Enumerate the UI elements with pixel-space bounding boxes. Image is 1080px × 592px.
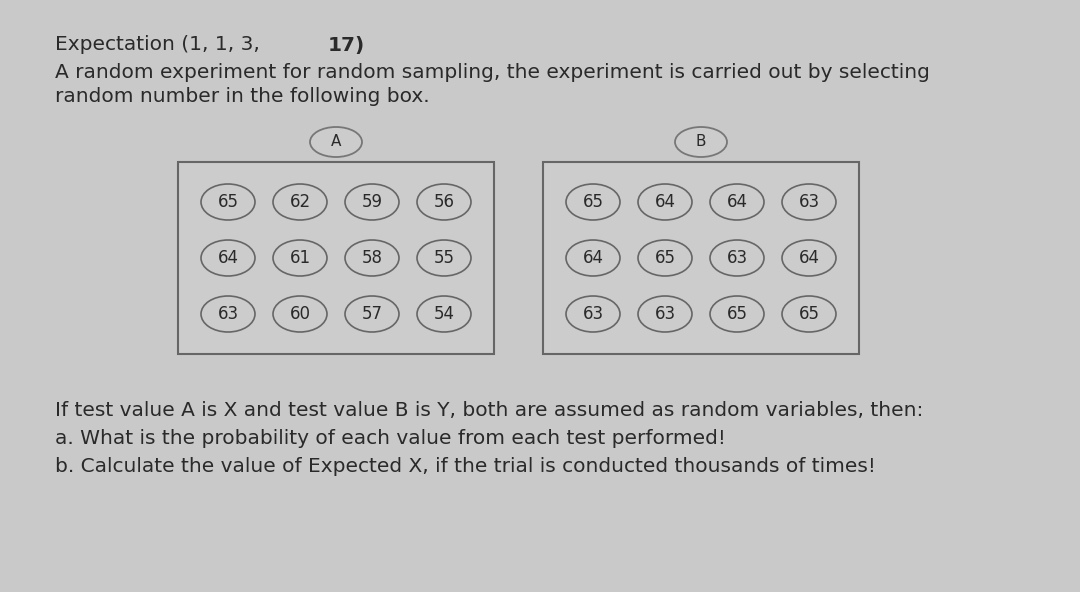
Ellipse shape [345,184,399,220]
Text: 58: 58 [362,249,382,267]
Text: 64: 64 [727,193,747,211]
Ellipse shape [273,184,327,220]
Text: 64: 64 [582,249,604,267]
Ellipse shape [710,240,764,276]
Text: 63: 63 [582,305,604,323]
Text: 64: 64 [654,193,675,211]
Text: 63: 63 [727,249,747,267]
Text: B: B [696,134,706,150]
Ellipse shape [201,240,255,276]
Ellipse shape [566,184,620,220]
Text: b. Calculate the value of Expected X, if the trial is conducted thousands of tim: b. Calculate the value of Expected X, if… [55,456,876,475]
Text: If test value A is X and test value B is Y, both are assumed as random variables: If test value A is X and test value B is… [55,401,923,420]
Text: 54: 54 [433,305,455,323]
Text: 61: 61 [289,249,311,267]
Text: 65: 65 [582,193,604,211]
FancyBboxPatch shape [543,162,859,354]
Text: 64: 64 [217,249,239,267]
Ellipse shape [201,296,255,332]
Text: 59: 59 [362,193,382,211]
Ellipse shape [566,296,620,332]
Text: Expectation (1, 1, 3,: Expectation (1, 1, 3, [55,36,267,54]
Text: 63: 63 [217,305,239,323]
Ellipse shape [782,184,836,220]
Text: 62: 62 [289,193,311,211]
Text: A random experiment for random sampling, the experiment is carried out by select: A random experiment for random sampling,… [55,63,930,82]
Text: 56: 56 [433,193,455,211]
Text: 64: 64 [798,249,820,267]
Ellipse shape [345,240,399,276]
Ellipse shape [782,296,836,332]
FancyBboxPatch shape [178,162,494,354]
Text: 65: 65 [654,249,675,267]
Ellipse shape [201,184,255,220]
Text: random number in the following box.: random number in the following box. [55,88,430,107]
Ellipse shape [638,296,692,332]
Ellipse shape [417,240,471,276]
Text: 65: 65 [727,305,747,323]
Text: 55: 55 [433,249,455,267]
Text: A: A [330,134,341,150]
Ellipse shape [638,184,692,220]
Ellipse shape [782,240,836,276]
Ellipse shape [273,296,327,332]
Text: 63: 63 [798,193,820,211]
Text: 65: 65 [798,305,820,323]
Ellipse shape [345,296,399,332]
Ellipse shape [710,184,764,220]
Ellipse shape [417,296,471,332]
Text: 17): 17) [327,36,365,54]
Ellipse shape [675,127,727,157]
Ellipse shape [310,127,362,157]
Ellipse shape [638,240,692,276]
Text: 63: 63 [654,305,676,323]
Text: 60: 60 [289,305,311,323]
Ellipse shape [566,240,620,276]
Ellipse shape [273,240,327,276]
Ellipse shape [417,184,471,220]
Ellipse shape [710,296,764,332]
Text: a. What is the probability of each value from each test performed!: a. What is the probability of each value… [55,429,726,448]
Text: 65: 65 [217,193,239,211]
Text: 57: 57 [362,305,382,323]
